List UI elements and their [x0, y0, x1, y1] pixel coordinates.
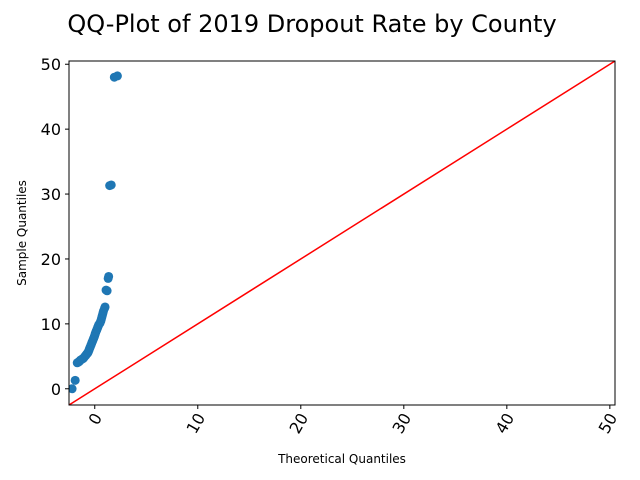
x-tick-label: 40: [492, 410, 519, 437]
y-tick-label: 0: [51, 380, 61, 399]
y-tick-label: 50: [41, 55, 61, 74]
data-point: [70, 375, 80, 385]
y-tick-label: 10: [41, 315, 61, 334]
reference-line: [69, 61, 615, 405]
data-point: [69, 384, 77, 394]
data-point: [102, 286, 112, 296]
data-point: [100, 302, 110, 312]
y-axis-label: Sample Quantiles: [15, 180, 29, 286]
x-tick-label: 50: [595, 410, 622, 437]
y-tick-label: 20: [41, 250, 61, 269]
data-point: [112, 71, 122, 81]
x-axis-label: Theoretical Quantiles: [277, 452, 406, 466]
data-point: [106, 180, 116, 190]
plot-area: [69, 61, 615, 405]
data-point: [104, 271, 114, 281]
x-tick-label: 20: [286, 410, 313, 437]
chart-title: QQ-Plot of 2019 Dropout Rate by County: [67, 10, 556, 38]
y-axis-ticks: 0 10 20 30 40 50: [41, 55, 69, 399]
axes-frame: [68, 60, 616, 406]
y-tick-label: 30: [41, 185, 61, 204]
x-axis-ticks: 0 10 20 30 40 50: [85, 405, 622, 437]
x-tick-label: 10: [183, 410, 210, 437]
x-tick-label: 0: [85, 410, 107, 428]
y-tick-label: 40: [41, 120, 61, 139]
x-tick-label: 30: [389, 410, 416, 437]
